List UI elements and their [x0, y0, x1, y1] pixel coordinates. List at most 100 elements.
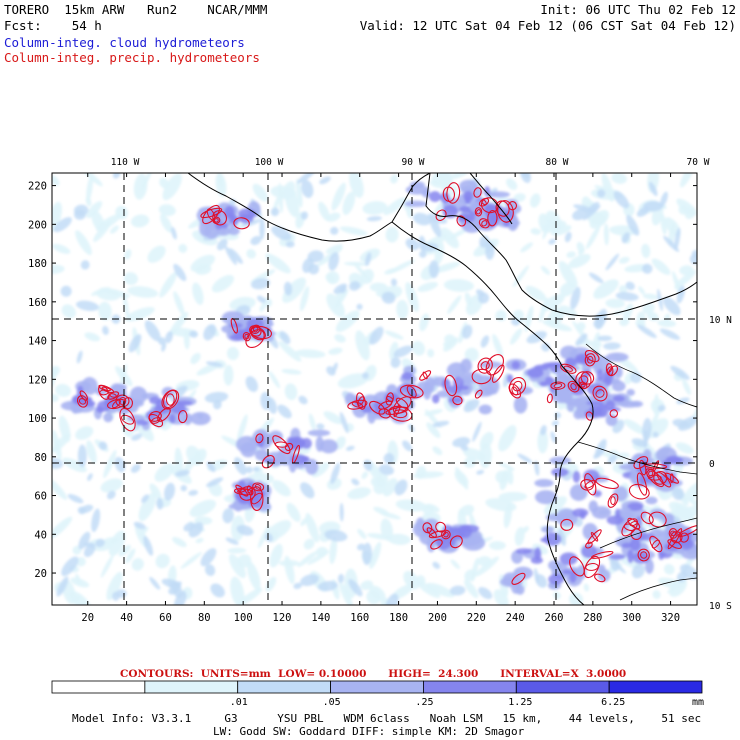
y-tick-label: 160 — [28, 297, 47, 309]
lon-label: 70 W — [687, 157, 710, 168]
header-init-time: Init: 06 UTC Thu 02 Feb 12 — [540, 2, 736, 17]
precip-contour — [595, 389, 605, 398]
precip-contour — [244, 333, 250, 340]
precip-contour — [214, 218, 219, 223]
precip-contour — [668, 528, 678, 539]
precip-contour — [670, 473, 674, 484]
x-tick-label: 140 — [311, 612, 330, 624]
lon-label: 90 W — [402, 157, 425, 168]
pacific-sa-coastline — [546, 365, 594, 605]
precip-contour — [584, 473, 597, 496]
y-tick-label: 20 — [34, 568, 47, 580]
y-tick-label: 40 — [34, 529, 47, 541]
precip-contour — [121, 414, 135, 425]
yucatan-coastline — [469, 173, 513, 225]
precip-contour — [419, 370, 432, 381]
precip-contour — [585, 563, 599, 571]
precip-contour — [560, 518, 574, 531]
precip-contour — [478, 218, 490, 229]
precip-contour — [585, 541, 593, 549]
precip-contour — [242, 331, 251, 342]
lat-lon-grid — [52, 173, 697, 605]
precip-contour — [109, 393, 117, 398]
colorbar-label: .25 — [415, 697, 434, 708]
precip-contour — [178, 409, 188, 424]
precip-contour — [570, 383, 577, 391]
precip-contour — [212, 210, 228, 226]
precip-contour — [636, 472, 648, 496]
precip-contour — [511, 572, 526, 585]
precip-contour — [587, 355, 594, 364]
precip-contour — [569, 556, 585, 577]
precip-contour — [274, 441, 289, 448]
colorbar-label: 1.25 — [508, 697, 533, 708]
x-tick-label: 220 — [467, 612, 486, 624]
contours-info: CONTOURS: UNITS=mm LOW= 0.10000 HIGH= 24… — [120, 668, 627, 680]
precip-contour — [487, 210, 498, 227]
precip-contour — [647, 474, 662, 481]
precip-contour — [595, 477, 619, 490]
country-border-4 — [619, 577, 697, 601]
precip-contour — [163, 389, 178, 409]
precip-contour — [584, 349, 600, 363]
mexico-coastline — [187, 173, 431, 242]
y-tick-label: 100 — [28, 413, 47, 425]
plot-frame — [51, 172, 698, 606]
precip-contour — [679, 532, 689, 543]
precip-contour — [609, 409, 619, 418]
precip-contour — [452, 395, 463, 406]
precip-contour — [107, 391, 120, 400]
precip-contour — [249, 326, 266, 341]
precip-contour — [667, 528, 683, 550]
precip-contour — [508, 376, 527, 396]
precip-contour — [233, 217, 250, 230]
precip-contour — [386, 396, 394, 402]
coastlines — [187, 173, 697, 605]
precip-contour — [550, 381, 566, 390]
precip-contour — [250, 325, 273, 340]
x-tick-label: 60 — [159, 612, 172, 624]
x-tick-label: 100 — [234, 612, 253, 624]
precip-contour — [481, 199, 487, 206]
field-title-cloud: Column-integ. cloud hydrometeors — [4, 35, 245, 50]
precip-contour — [621, 518, 638, 537]
precip-contour — [592, 385, 608, 402]
precip-contour — [148, 411, 162, 422]
colorbar-unit: mm — [692, 697, 705, 708]
precip-contour — [422, 522, 433, 534]
colorbar-swatch — [515, 680, 610, 694]
precip-contour — [399, 384, 424, 399]
precip-contour — [250, 486, 264, 512]
precip-contour — [435, 209, 447, 222]
colorbar-label: 6.25 — [601, 697, 626, 708]
colorbar-swatch — [144, 680, 239, 694]
precip-contour — [261, 454, 275, 469]
precip-contour — [587, 529, 602, 545]
precip-contour — [351, 401, 364, 408]
precip-contour — [272, 435, 291, 455]
precip-contour — [481, 220, 488, 227]
precip-contour — [107, 398, 126, 410]
central-america-coastline — [391, 221, 563, 367]
x-tick-label: 20 — [81, 612, 94, 624]
precip-contour — [607, 493, 619, 508]
precip-contour — [161, 389, 180, 410]
x-tick-label: 240 — [506, 612, 525, 624]
precip-contour — [471, 368, 492, 385]
precip-contour — [583, 555, 601, 579]
precip-contour — [474, 207, 483, 217]
precip-contour — [648, 511, 667, 528]
precip-contour — [393, 404, 401, 417]
x-tick-label: 120 — [273, 612, 292, 624]
precip-contour — [473, 187, 482, 198]
precip-contour — [628, 483, 650, 500]
x-tick-label: 160 — [350, 612, 369, 624]
precip-contour — [441, 529, 451, 540]
lat-label: 10 S — [709, 601, 732, 612]
precip-contour — [480, 361, 490, 371]
country-border-1 — [585, 343, 697, 408]
footer-model-info: Model Info: V3.3.1 G3 YSU PBL WDM 6class… — [72, 712, 702, 725]
precip-contour — [378, 400, 393, 410]
precip-contour — [474, 389, 483, 399]
